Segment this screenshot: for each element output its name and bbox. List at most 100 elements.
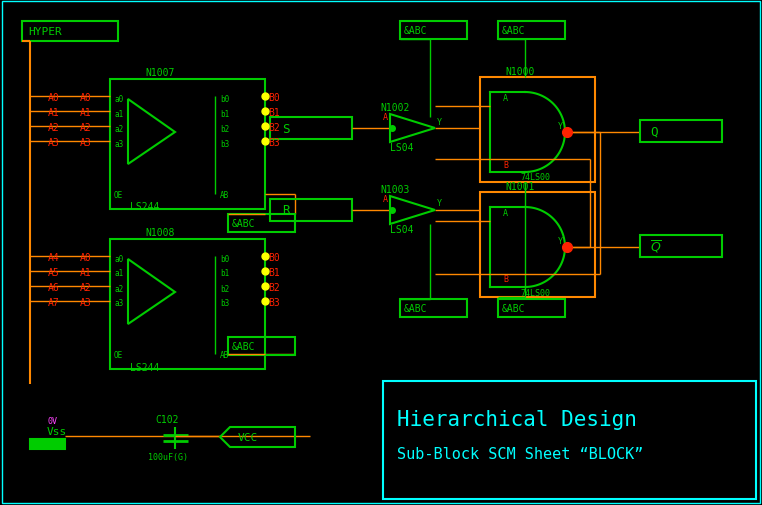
Text: A6: A6 [48, 282, 59, 292]
Text: Y: Y [558, 236, 563, 245]
Text: A1: A1 [80, 268, 91, 277]
Text: N1001: N1001 [505, 182, 534, 191]
Text: S: S [282, 122, 290, 135]
Text: Y: Y [558, 121, 563, 130]
Bar [400, 299, 467, 317]
Text: N1007: N1007 [145, 68, 174, 78]
Text: a3: a3 [114, 139, 123, 148]
Text: A4: A4 [48, 252, 59, 263]
Text: $\overline{Q}$: $\overline{Q}$ [650, 238, 662, 255]
Text: OE: OE [114, 351, 123, 360]
Text: LS04: LS04 [390, 225, 414, 234]
Text: VCC: VCC [238, 432, 258, 442]
Text: B: B [503, 160, 508, 169]
Text: LS244: LS244 [130, 201, 159, 212]
Bar [270, 118, 352, 140]
Text: A7: A7 [48, 297, 59, 308]
Text: b0: b0 [220, 94, 229, 104]
Text: B0: B0 [268, 252, 280, 263]
Text: AB: AB [220, 351, 229, 360]
Text: B1: B1 [268, 268, 280, 277]
Text: b1: b1 [220, 109, 229, 118]
Text: 0V: 0V [47, 417, 57, 426]
Text: a1: a1 [114, 109, 123, 118]
Text: Y: Y [437, 117, 442, 126]
Text: &ABC: &ABC [232, 219, 255, 229]
Text: &ABC: &ABC [232, 341, 255, 351]
Text: A: A [503, 93, 508, 103]
Bar [22, 22, 118, 42]
Bar [110, 239, 265, 369]
Text: A0: A0 [80, 252, 91, 263]
Bar [480, 78, 595, 183]
Text: HYPER: HYPER [28, 27, 62, 37]
Bar [228, 215, 295, 232]
Bar [640, 121, 722, 143]
Text: A0: A0 [48, 93, 59, 103]
Text: Hierarchical Design: Hierarchical Design [397, 409, 637, 429]
Bar [640, 235, 722, 258]
Bar [270, 199, 352, 222]
Text: B1: B1 [268, 108, 280, 118]
Text: A3: A3 [80, 297, 91, 308]
Text: a0: a0 [114, 94, 123, 104]
Text: A3: A3 [48, 138, 59, 147]
Bar [110, 80, 265, 210]
Bar [383, 381, 756, 499]
Text: a2: a2 [114, 284, 123, 293]
Text: N1002: N1002 [380, 103, 409, 113]
Text: OE: OE [114, 191, 123, 200]
Text: 74LS00: 74LS00 [520, 288, 550, 297]
Text: B3: B3 [268, 297, 280, 308]
Text: A2: A2 [80, 123, 91, 133]
Text: A1: A1 [48, 108, 59, 118]
Text: b3: b3 [220, 139, 229, 148]
Bar [480, 192, 595, 297]
Text: A0: A0 [80, 93, 91, 103]
Text: a0: a0 [114, 254, 123, 263]
Text: A1: A1 [80, 108, 91, 118]
Text: Sub-Block SCM Sheet “BLOCK”: Sub-Block SCM Sheet “BLOCK” [397, 446, 643, 462]
Text: b2: b2 [220, 124, 229, 133]
Text: AB: AB [220, 191, 229, 200]
Text: A5: A5 [48, 268, 59, 277]
Text: b1: b1 [220, 269, 229, 278]
Text: a3: a3 [114, 299, 123, 308]
Text: a1: a1 [114, 269, 123, 278]
Text: C102: C102 [155, 414, 178, 424]
Text: a2: a2 [114, 124, 123, 133]
Text: A: A [383, 194, 388, 203]
Text: N1000: N1000 [505, 67, 534, 77]
Text: A2: A2 [48, 123, 59, 133]
Bar [30, 439, 65, 449]
Text: b3: b3 [220, 299, 229, 308]
Text: Vss: Vss [47, 426, 67, 436]
Text: N1003: N1003 [380, 185, 409, 194]
Text: b0: b0 [220, 254, 229, 263]
Text: b2: b2 [220, 284, 229, 293]
Text: 74LS00: 74LS00 [520, 172, 550, 181]
Text: &ABC: &ABC [502, 304, 526, 314]
Text: Y: Y [437, 199, 442, 208]
Text: B0: B0 [268, 93, 280, 103]
Text: &ABC: &ABC [404, 304, 427, 314]
Text: R: R [282, 204, 290, 217]
Text: B: B [503, 275, 508, 284]
Bar [498, 299, 565, 317]
Text: N1008: N1008 [145, 228, 174, 237]
Text: A: A [383, 112, 388, 121]
Text: A3: A3 [80, 138, 91, 147]
Text: LS244: LS244 [130, 362, 159, 372]
Text: Q: Q [650, 125, 658, 138]
Text: &ABC: &ABC [502, 26, 526, 36]
Text: &ABC: &ABC [404, 26, 427, 36]
Text: 100uF(G): 100uF(G) [148, 452, 188, 462]
Text: A: A [503, 208, 508, 217]
Bar [400, 22, 467, 40]
Bar [228, 337, 295, 356]
Text: B2: B2 [268, 123, 280, 133]
Text: B2: B2 [268, 282, 280, 292]
Text: B3: B3 [268, 138, 280, 147]
Text: LS04: LS04 [390, 143, 414, 153]
Text: A2: A2 [80, 282, 91, 292]
